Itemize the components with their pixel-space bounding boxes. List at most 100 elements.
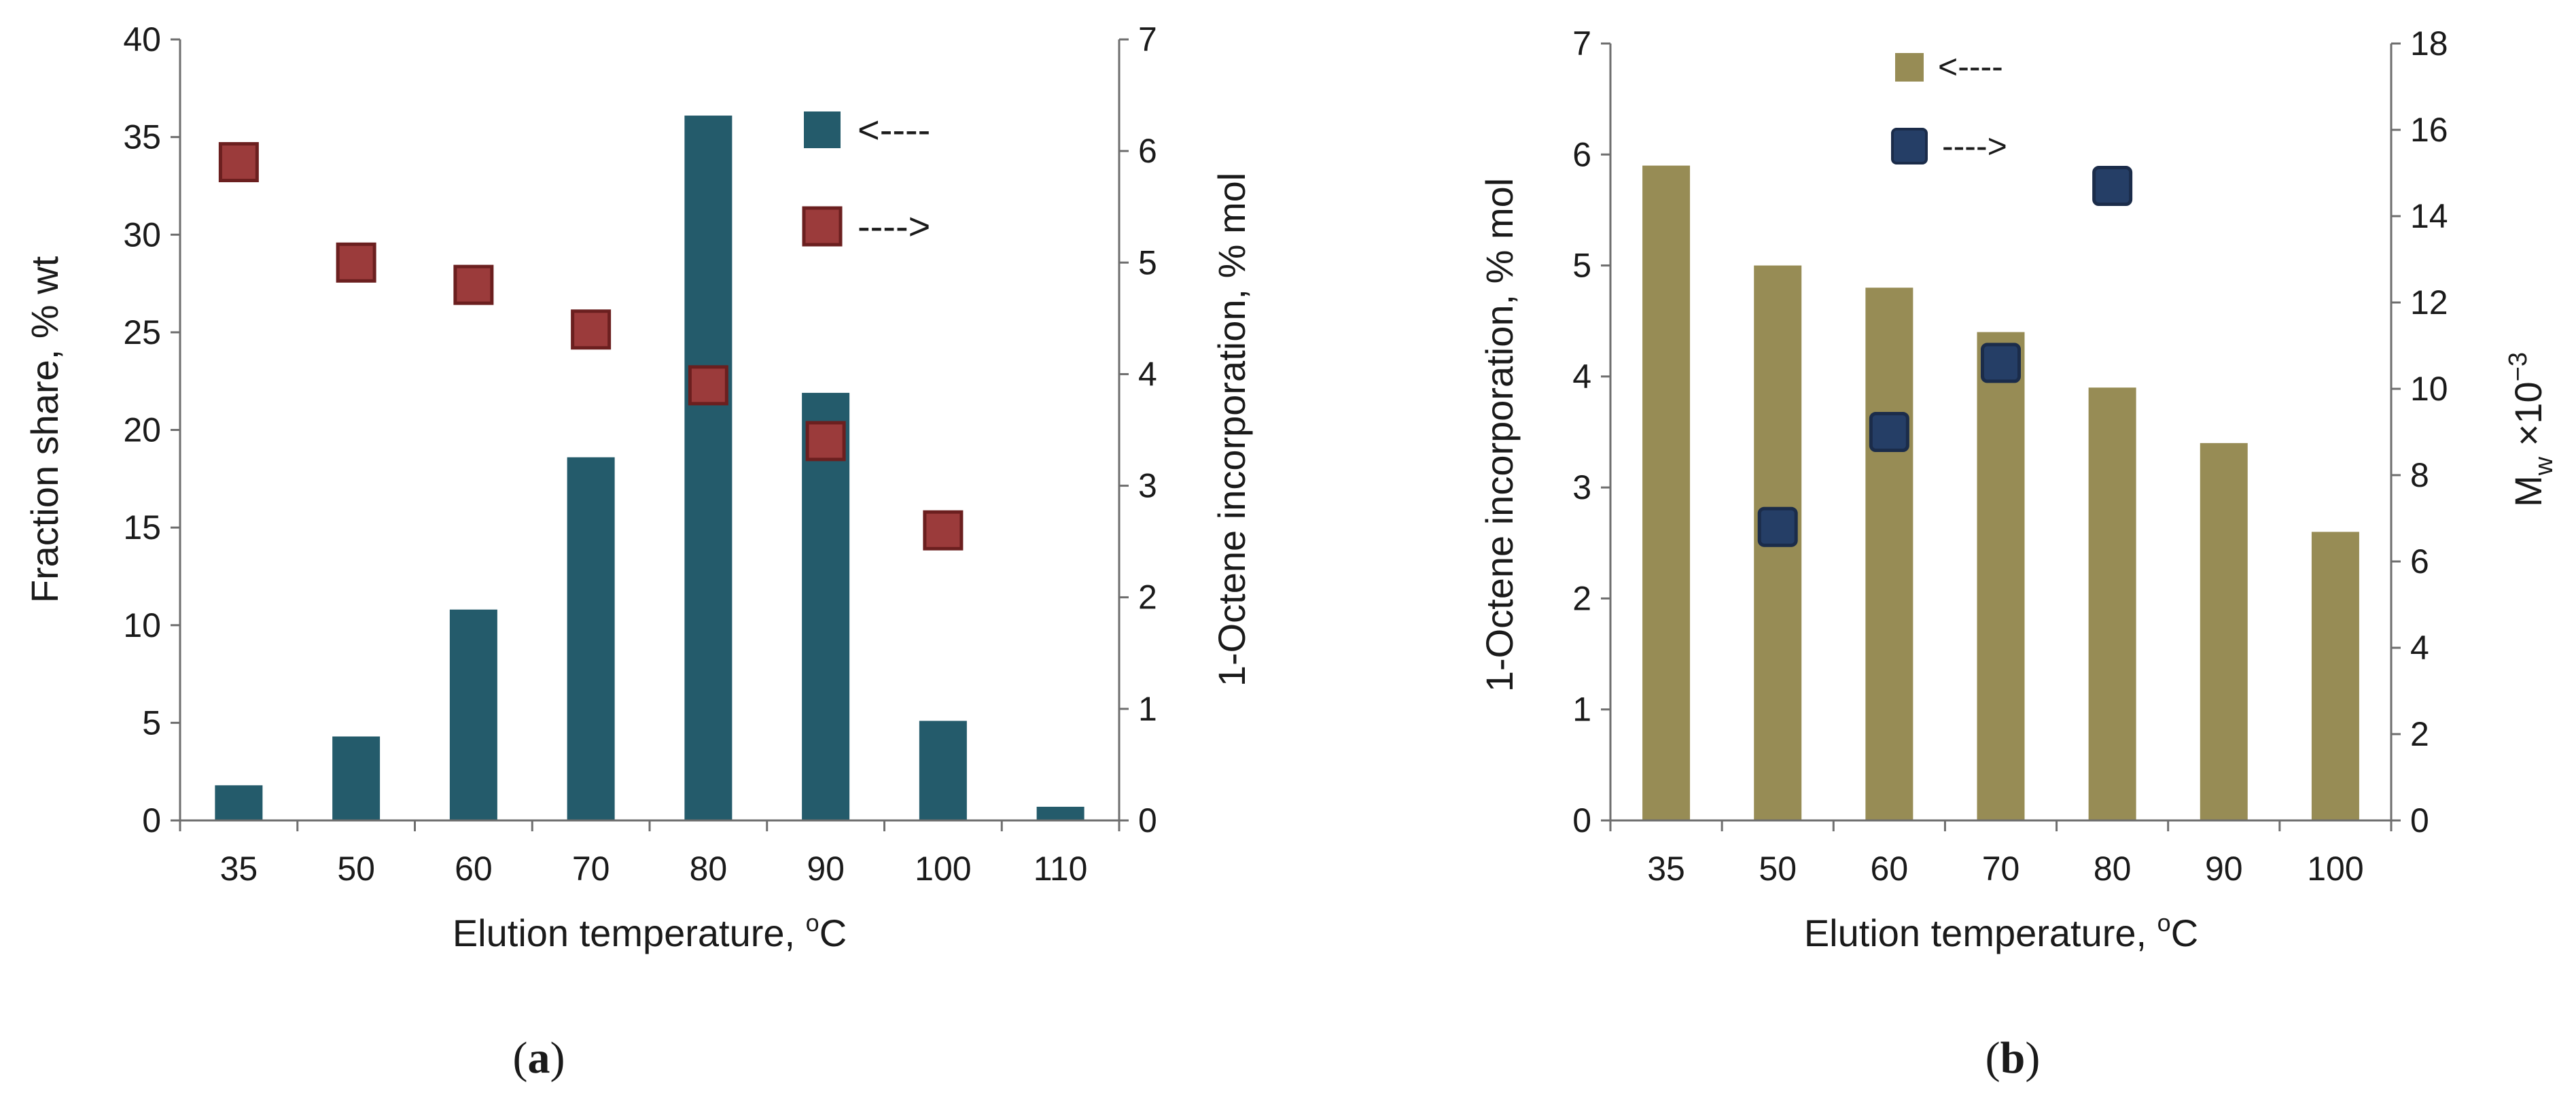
panel-a-legend: <---- ----> (802, 108, 930, 247)
panel-a-x-title-sup: o (806, 909, 819, 937)
panel-a-y-right-tick-label: 1 (1138, 690, 1157, 728)
panel-a-x-tick-label: 60 (455, 850, 493, 888)
panel-b-x-title-sup: o (2157, 909, 2171, 937)
panel-b-x-tick-label: 80 (2094, 850, 2132, 888)
panel-a-y-left-tick-label: 10 (123, 606, 161, 644)
panel-a-y-left-tick-label: 15 (123, 508, 161, 547)
panel-b-x-title: Elution temperature, oC (1804, 909, 2198, 954)
panel-b-y-right-tick-label: 8 (2410, 456, 2429, 494)
panel-a-marker-35 (218, 142, 259, 183)
panel-a-bar-60 (449, 609, 497, 820)
panel-b-y-left-tick-label: 6 (1572, 135, 1591, 173)
panel-a-x-tick-label: 90 (807, 850, 845, 888)
panel-a-y-right-tick-label: 0 (1138, 801, 1157, 839)
panel-b-bar-70 (1977, 332, 2025, 820)
panel-b-x-tick-label: 60 (1871, 850, 1909, 888)
panel-a-label-letter: a (528, 1033, 550, 1083)
panel-b-y-right-tick-label: 2 (2410, 715, 2429, 753)
chart-panel-a: 35 50 60 70 80 90 100 110 0 5 10 15 20 25 30 35 40 0 1 2 3 4 5… (23, 20, 1253, 1083)
panel-a-y-right-tick-label: 7 (1138, 20, 1157, 58)
panel-b-y-left-tick-label: 3 (1572, 468, 1591, 506)
panel-b-y-right-tick-label: 14 (2410, 197, 2448, 235)
panel-a-x-tick-label: 70 (572, 850, 610, 888)
panel-a-marker-70 (571, 309, 612, 350)
panel-b-marker-60 (1869, 412, 1909, 452)
panel-b-marker-50 (1757, 506, 1798, 547)
panel-a-y-right-tick-label: 5 (1138, 243, 1157, 281)
panel-b-y-right-tick-label: 12 (2410, 283, 2448, 322)
panel-b-legend: <---- ----> (1891, 48, 2007, 165)
panel-b-legend-marker-label: ----> (1942, 127, 2007, 165)
panel-a-y-left-tick-label: 5 (142, 704, 161, 742)
panel-a-y-left-tick-label: 40 (123, 20, 161, 58)
panel-b-label: (b) (1986, 1033, 2041, 1083)
panel-a-x-title: Elution temperature, oC (453, 909, 847, 954)
panel-a-bar-100 (919, 721, 967, 820)
panel-b-y-right-title-rest: ×10 (2507, 381, 2549, 457)
panel-b-y-right-title: Mw ×10−3 (2504, 352, 2558, 507)
panel-a-bar-50 (332, 736, 381, 820)
panel-a-marker-60 (453, 264, 494, 305)
panel-b-y-right-tick-label: 18 (2410, 24, 2448, 63)
panel-b-bar-90 (2200, 443, 2248, 820)
panel-b-x-title-unit: C (2171, 912, 2198, 954)
panel-b-y-left-tick-label: 0 (1572, 801, 1591, 839)
panel-a-bar-80 (684, 116, 733, 821)
panel-b-y-left-tick-label: 1 (1572, 691, 1591, 729)
panel-b-markers (1757, 166, 2133, 547)
panel-a-marker-50 (336, 242, 376, 283)
panel-b-y-right-title-sup: −3 (2504, 352, 2533, 381)
panel-b-x-tick-label: 100 (2307, 850, 2363, 888)
panel-a-y-left-tick-label: 35 (123, 118, 161, 156)
panel-b-y-left-tick-label: 2 (1572, 579, 1591, 617)
panel-a-markers (218, 142, 964, 551)
panel-b-bar-100 (2311, 532, 2359, 820)
panel-b-x-tick-label: 70 (1982, 850, 2020, 888)
panel-a-legend-bar-label: <---- (858, 108, 930, 151)
panel-a-y-left-tick-label: 30 (123, 215, 161, 254)
panel-a-marker-80 (688, 365, 728, 406)
panel-b-marker-70 (1981, 343, 2021, 383)
panel-b-y-right-title-main: M (2507, 475, 2549, 507)
panel-a-y-left-tick-label: 20 (123, 411, 161, 449)
panel-b-bar-60 (1865, 288, 1913, 820)
panel-a-x-tick-label: 110 (1034, 850, 1088, 888)
panel-b-legend-bar-label: <---- (1938, 48, 2003, 86)
panel-b-y-right-title-sub: w (2530, 456, 2558, 476)
panel-a-x-tick-label: 50 (337, 850, 375, 888)
panel-a-y-left-tick-label: 0 (142, 801, 161, 839)
panel-a-y-right-title: 1-Octene incorporation, % mol (1210, 173, 1253, 687)
panel-a-bar-110 (1036, 806, 1084, 820)
panel-a-ticks: 35 50 60 70 80 90 100 110 0 5 10 15 20 25 30 35 40 0 1 2 3 4 5… (123, 20, 1157, 888)
panel-a-x-title-main: Elution temperature, (453, 912, 806, 954)
panel-b-y-left-tick-label: 5 (1572, 247, 1591, 285)
panel-a-bar-35 (215, 785, 263, 820)
panel-b-legend-marker-swatch (1891, 128, 1928, 164)
panel-b-y-right-tick-label: 10 (2410, 370, 2448, 408)
panel-b-y-right-tick-label: 0 (2410, 801, 2429, 839)
panel-b-y-right-tick-label: 16 (2410, 111, 2448, 149)
panel-a-legend-marker-swatch (802, 206, 843, 247)
panel-a-legend-bar-swatch (804, 111, 841, 148)
panel-a-y-right-tick-label: 6 (1138, 132, 1157, 170)
panel-b-bar-80 (2088, 387, 2136, 820)
panel-a-y-left-tick-label: 25 (123, 313, 161, 351)
panel-a-bar-70 (567, 457, 615, 820)
panel-b-x-tick-label: 50 (1759, 850, 1797, 888)
panel-b-x-tick-label: 90 (2205, 850, 2243, 888)
panel-b-y-left-tick-label: 7 (1572, 24, 1591, 63)
panel-a-bar-90 (802, 392, 850, 820)
panel-a-x-title-unit: C (819, 912, 847, 954)
panel-b-x-tick-label: 35 (1647, 850, 1685, 888)
panel-b-y-right-tick-label: 4 (2410, 629, 2429, 667)
panel-b-y-right-tick-label: 6 (2410, 542, 2429, 580)
panel-b-label-letter: b (2000, 1033, 2026, 1083)
panel-a-bars (215, 116, 1084, 821)
panel-a-x-tick-label: 35 (220, 850, 258, 888)
panel-b-bar-35 (1642, 165, 1691, 821)
panel-b-marker-80 (2092, 166, 2133, 207)
panel-b-x-title-main: Elution temperature, (1804, 912, 2157, 954)
panel-a-marker-100 (923, 510, 964, 551)
